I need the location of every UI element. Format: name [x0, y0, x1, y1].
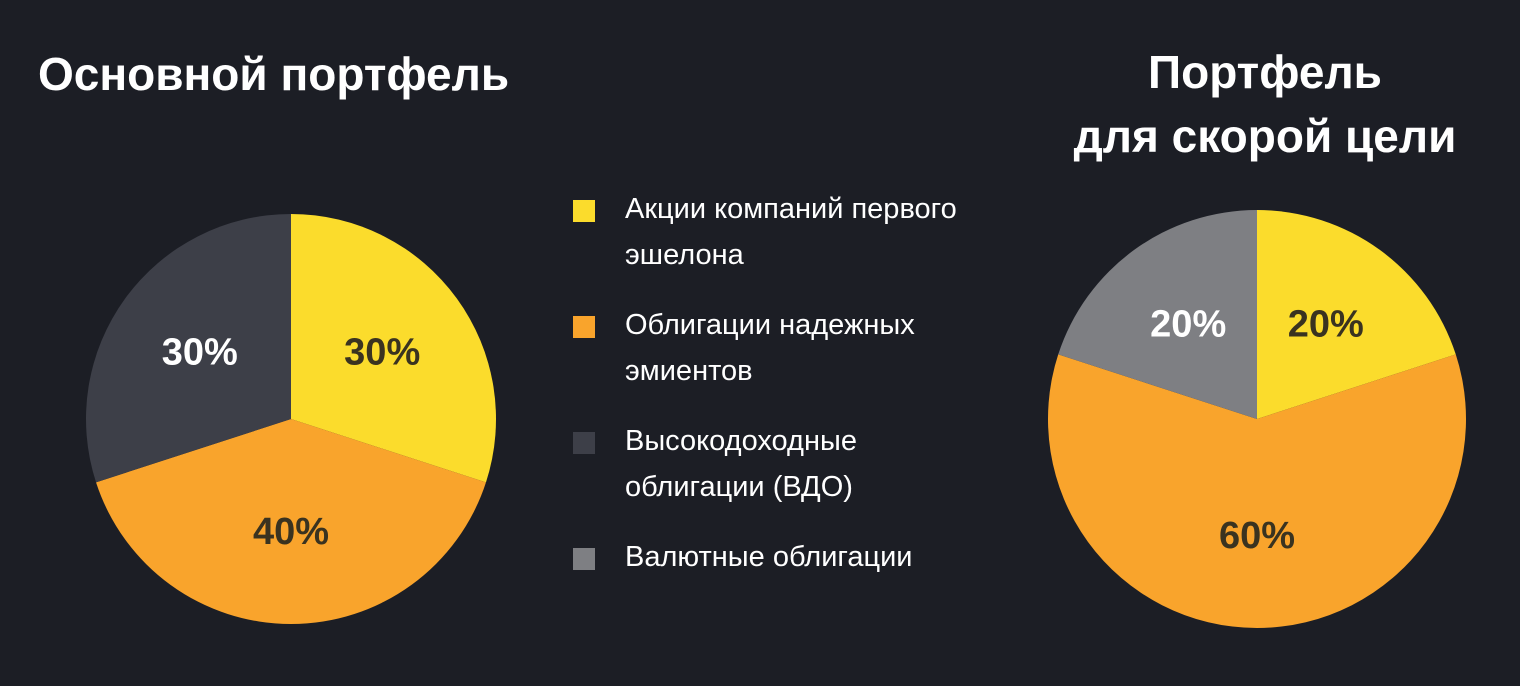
short-goal-portfolio-slice-label-2: 20% [1150, 303, 1226, 345]
pie-chart-short-goal-portfolio: 20% 60% 20% [1048, 210, 1466, 629]
main-portfolio-slice-1 [96, 419, 486, 624]
legend-label: эшелона [625, 239, 744, 271]
legend: Акции компаний первого эшелона Облигации… [570, 186, 1020, 604]
legend-swatch-gray [573, 548, 595, 570]
legend-item-currency-bonds: Валютные облигации [570, 534, 1020, 580]
short-goal-portfolio-slice-label-0: 20% [1288, 303, 1364, 345]
legend-item-first-tier-stocks: Акции компаний первого эшелона [570, 186, 1020, 278]
legend-swatch-yellow [573, 200, 595, 222]
pie-chart-main-portfolio: 30% 40% 30% [85, 214, 496, 624]
legend-label: облигации (ВДО) [625, 471, 853, 503]
main-portfolio-slice-label-2: 30% [162, 332, 238, 374]
short-goal-portfolio-slice-label-1: 60% [1219, 515, 1295, 557]
main-portfolio-slice-label-1: 40% [253, 511, 329, 553]
legend-label: Облигации надежных [625, 309, 915, 341]
short-goal-portfolio-slice-2 [1058, 210, 1257, 419]
chart-title-short-goal-portfolio: Портфель для скорой цели [1040, 40, 1490, 168]
legend-label: Высокодоходные [625, 425, 857, 457]
legend-label: Акции компаний первого [625, 193, 957, 225]
chart-title-line-1: Портфель [1148, 46, 1382, 98]
legend-swatch-orange [573, 316, 595, 338]
short-goal-portfolio-slice-0 [1257, 210, 1456, 419]
legend-swatch-dark [573, 432, 595, 454]
chart-title-line-2: для скорой цели [1073, 110, 1457, 162]
legend-label: Валютные облигации [625, 541, 913, 573]
main-portfolio-slice-2 [85, 214, 291, 483]
chart-title-main-portfolio: Основной портфель [38, 48, 510, 100]
legend-item-reliable-bonds: Облигации надежных эмиентов [570, 302, 1020, 394]
main-portfolio-slice-label-0: 30% [344, 332, 420, 374]
main-portfolio-slice-0 [291, 214, 496, 483]
short-goal-portfolio-slice-1 [1048, 354, 1466, 629]
legend-item-high-yield-bonds: Высокодоходные облигации (ВДО) [570, 418, 1020, 510]
legend-label: эмиентов [625, 355, 753, 387]
